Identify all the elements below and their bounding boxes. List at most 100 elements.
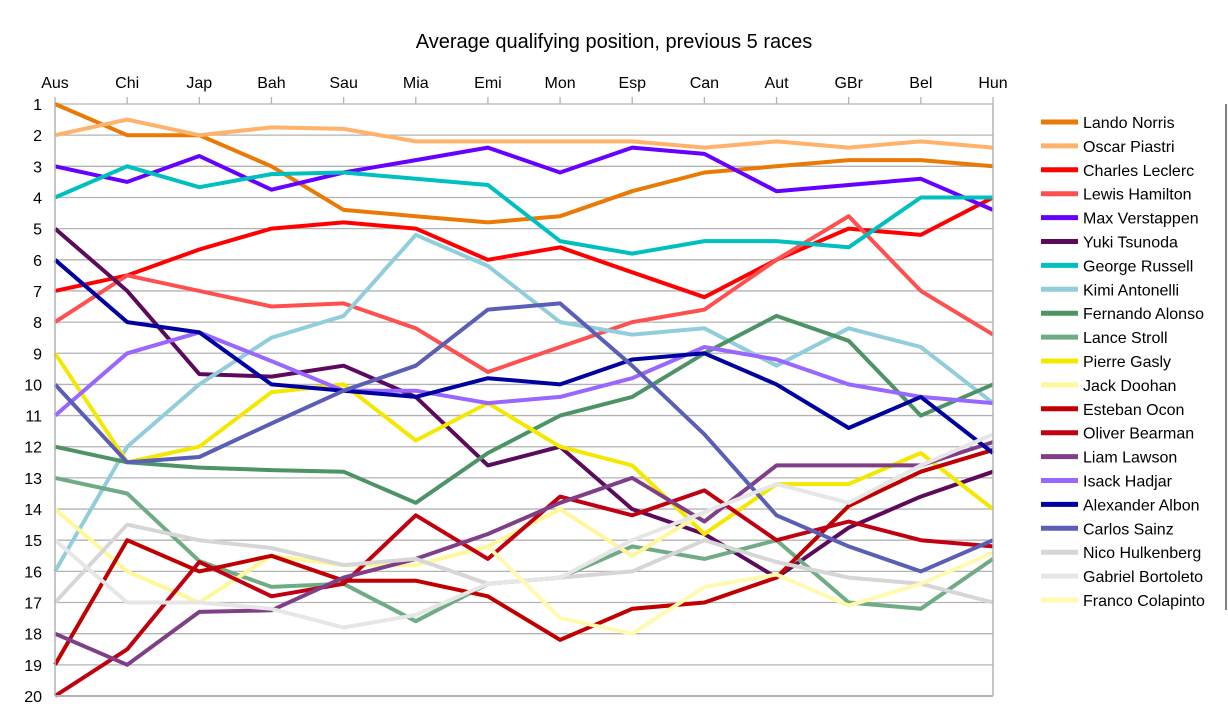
- legend-label: Charles Leclerc: [1083, 163, 1194, 180]
- series-lines: [53, 102, 995, 698]
- legend-item: Gabriel Bortoleto: [1041, 569, 1203, 586]
- x-tick-label: Bah: [257, 75, 285, 92]
- x-tick-label: Can: [690, 75, 719, 92]
- legend-label: Oliver Bearman: [1083, 426, 1194, 443]
- y-tick-label: 2: [33, 128, 42, 145]
- gridlines: [55, 103, 993, 697]
- y-tick-label: 12: [24, 440, 42, 457]
- x-tick-label: Bel: [909, 75, 932, 92]
- series-line-pierre-gasly: [53, 352, 995, 536]
- series-line-max-verstappen: [54, 145, 994, 212]
- series-line-isack-hadjar: [53, 330, 994, 418]
- legend-item: Jack Doohan: [1041, 378, 1176, 395]
- legend-label: Pierre Gasly: [1083, 354, 1171, 371]
- legend-label: Isack Hadjar: [1083, 474, 1173, 491]
- x-tick-label: Chi: [115, 75, 139, 92]
- series-line-george-russell: [54, 164, 993, 256]
- y-tick-label: 19: [24, 658, 42, 675]
- legend-label: Max Verstappen: [1083, 211, 1199, 228]
- y-tick-label: 18: [24, 627, 42, 644]
- y-tick-label: 4: [33, 190, 42, 207]
- legend: Lando Norris Oscar Piastri Charles Leclerc…: [1041, 104, 1227, 610]
- legend-item: Alexander Albon: [1041, 497, 1200, 514]
- x-tick-label: Aus: [41, 75, 69, 92]
- legend-item: Pierre Gasly: [1041, 354, 1171, 371]
- series-line-oliver-bearman: [53, 488, 994, 698]
- legend-label: Carlos Sainz: [1083, 521, 1174, 538]
- legend-label: Liam Lawson: [1083, 450, 1177, 467]
- legend-label: Alexander Albon: [1083, 497, 1200, 514]
- series-line-lando-norris: [54, 102, 994, 225]
- series-line-liam-lawson: [54, 440, 994, 667]
- legend-item: Nico Hulkenberg: [1041, 545, 1201, 562]
- y-tick-label: 14: [24, 502, 42, 519]
- y-tick-label: 1: [33, 97, 42, 114]
- x-tick-label: GBr: [834, 75, 863, 92]
- legend-item: Max Verstappen: [1041, 211, 1199, 228]
- series-line-gabriel-bortoleto: [53, 432, 994, 630]
- series-line-alexander-albon: [53, 258, 995, 455]
- legend-label: Nico Hulkenberg: [1083, 545, 1201, 562]
- legend-label: Lance Stroll: [1083, 330, 1168, 347]
- legend-label: Kimi Antonelli: [1083, 282, 1179, 299]
- legend-item: Yuki Tsunoda: [1041, 235, 1178, 252]
- y-tick-label: 13: [24, 471, 42, 488]
- legend-label: Yuki Tsunoda: [1083, 235, 1178, 252]
- x-tick-label: Esp: [618, 75, 646, 92]
- series-line-oscar-piastri: [54, 117, 994, 150]
- series-line-fernando-alonso: [54, 313, 994, 505]
- legend-item: Fernando Alonso: [1041, 306, 1204, 323]
- y-tick-label: 6: [33, 253, 42, 270]
- series-line-jack-doohan: [53, 507, 706, 605]
- series-line-lewis-hamilton: [53, 214, 995, 374]
- legend-item: Isack Hadjar: [1041, 474, 1173, 491]
- y-tick-label: 3: [33, 159, 42, 176]
- legend-item: Kimi Antonelli: [1041, 282, 1179, 299]
- legend-label: Franco Colapinto: [1083, 593, 1205, 610]
- legend-label: George Russell: [1083, 258, 1193, 275]
- legend-label: Oscar Piastri: [1083, 139, 1175, 156]
- chart-title: Average qualifying position, previous 5 …: [416, 31, 813, 53]
- x-tick-label: Hun: [978, 75, 1007, 92]
- series-line-carlos-sainz: [53, 301, 994, 574]
- y-tick-label: 10: [24, 377, 42, 394]
- y-tick-label: 11: [25, 409, 42, 426]
- legend-item: Lando Norris: [1041, 115, 1175, 132]
- legend-label: Jack Doohan: [1083, 378, 1176, 395]
- y-tick-label: 16: [24, 564, 42, 581]
- x-tick-label: Mon: [545, 75, 576, 92]
- series-line-franco-colapinto: [486, 544, 994, 636]
- legend-item: Lance Stroll: [1041, 330, 1168, 347]
- y-tick-label: 9: [33, 346, 42, 363]
- legend-item: George Russell: [1041, 258, 1193, 275]
- legend-label: Lando Norris: [1083, 115, 1175, 132]
- legend-item: Lewis Hamilton: [1041, 187, 1191, 204]
- x-tick-label: Jap: [186, 75, 212, 92]
- legend-label: Lewis Hamilton: [1083, 187, 1191, 204]
- legend-item: Oliver Bearman: [1041, 426, 1194, 443]
- x-axis-ticks: Aus Chi Jap Bah Sau Mia Emi Mon Esp Can Aut GBr Bel H…: [41, 75, 1008, 104]
- y-tick-label: 20: [24, 689, 42, 706]
- y-tick-label: 17: [24, 596, 42, 613]
- x-tick-label: Aut: [765, 75, 790, 92]
- x-tick-label: Emi: [474, 75, 502, 92]
- legend-item: Oscar Piastri: [1041, 139, 1175, 156]
- legend-item: Esteban Ocon: [1041, 402, 1184, 419]
- y-tick-label: 8: [33, 315, 42, 332]
- series-line-charles-leclerc: [54, 195, 994, 300]
- x-tick-label: Sau: [329, 75, 357, 92]
- x-tick-label: Mia: [403, 75, 429, 92]
- y-tick-label: 7: [33, 284, 42, 301]
- legend-item: Franco Colapinto: [1041, 593, 1205, 610]
- y-tick-label: 5: [33, 222, 42, 239]
- legend-label: Gabriel Bortoleto: [1083, 569, 1203, 586]
- legend-item: Charles Leclerc: [1041, 163, 1194, 180]
- legend-item: Carlos Sainz: [1041, 521, 1174, 538]
- legend-item: Liam Lawson: [1041, 450, 1177, 467]
- legend-label: Fernando Alonso: [1083, 306, 1204, 323]
- y-tick-label: 15: [24, 533, 42, 550]
- series-line-kimi-antonelli: [53, 232, 995, 573]
- axes: [54, 104, 994, 697]
